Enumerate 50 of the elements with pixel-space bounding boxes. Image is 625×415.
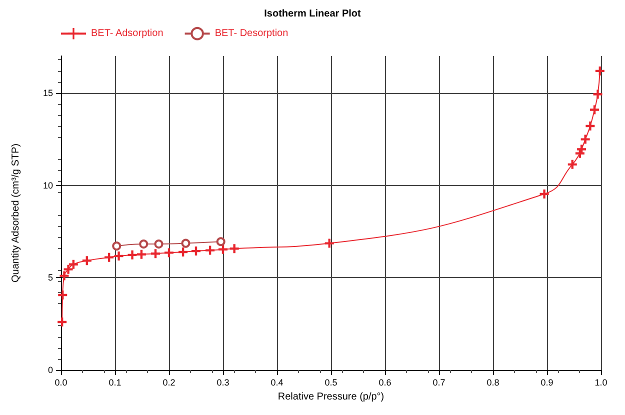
point (58, 317, 67, 326)
point (104, 252, 114, 262)
point (154, 240, 164, 249)
x-tick-label: 0.2 (162, 378, 176, 388)
x-tick-label: 0.6 (378, 378, 392, 388)
x-tick-label: 0.5 (324, 378, 338, 388)
y-axis-title: Quantity Adsorbed (cm³/g STP) (10, 144, 22, 282)
x-tick-label: 0.3 (216, 378, 230, 388)
x-tick-label: 0.0 (54, 378, 68, 388)
x-tick-label: 0.7 (432, 378, 446, 388)
point (128, 250, 137, 260)
x-tick-label: 0.9 (540, 378, 554, 388)
point (593, 90, 602, 99)
legend-label: BET- Desorption (214, 28, 288, 40)
y-tick-label: 0 (48, 365, 53, 375)
point (178, 247, 188, 256)
point (568, 160, 577, 169)
point (216, 237, 226, 246)
point (114, 252, 124, 261)
point (324, 238, 334, 248)
point (192, 246, 200, 256)
legend-label: BET- Adsorption (91, 28, 164, 40)
point (58, 290, 68, 300)
point (139, 240, 148, 249)
point (218, 244, 228, 254)
x-tick-label: 0.4 (270, 378, 284, 388)
point (181, 238, 190, 248)
y-tick-label: 10 (42, 180, 53, 190)
point (136, 250, 146, 259)
point (60, 271, 69, 280)
point (586, 122, 595, 131)
x-axis-title: Relative Pressure (p/p°) (278, 391, 384, 402)
x-tick-label: 0.8 (486, 378, 500, 388)
point (112, 242, 122, 251)
y-tick-label: 5 (48, 272, 53, 283)
chart-title: Isotherm Linear Plot (264, 8, 362, 20)
y-tick-label: 15 (42, 88, 53, 98)
point (595, 66, 604, 76)
point (64, 264, 73, 274)
point (68, 260, 78, 269)
x-tick-label: 1.0 (594, 378, 608, 388)
point (230, 244, 239, 254)
point (151, 249, 160, 258)
point (82, 256, 92, 266)
x-tick-label: 0.1 (108, 378, 122, 388)
point (206, 246, 215, 255)
point (590, 105, 600, 114)
point (540, 189, 549, 198)
point (580, 134, 590, 144)
point (164, 248, 174, 258)
